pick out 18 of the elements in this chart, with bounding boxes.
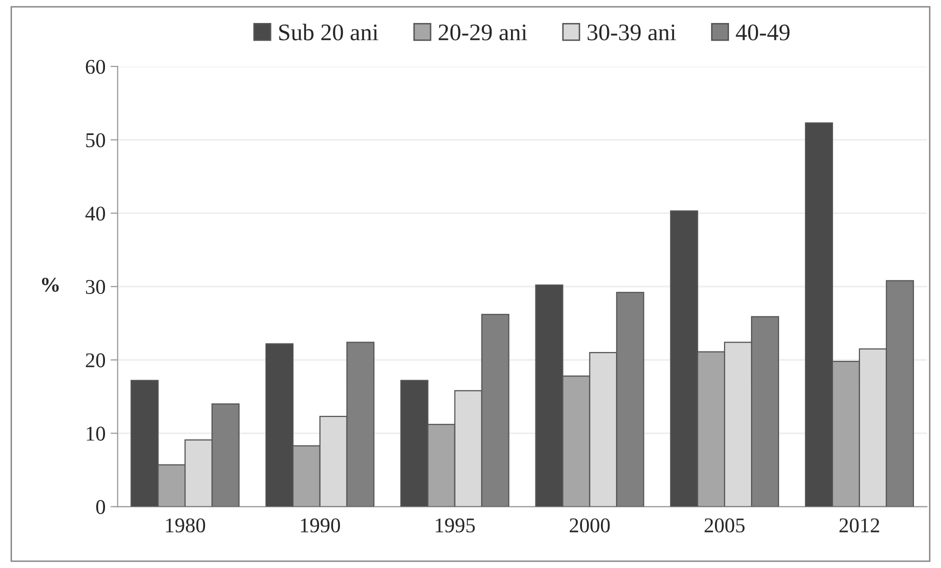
x-tick-label: 1990 <box>300 518 340 532</box>
y-tick-label: 0 <box>96 500 106 514</box>
legend-label: 40-49 <box>736 24 790 40</box>
y-tick-label: 50 <box>86 133 106 148</box>
x-tick-label: 2012 <box>840 518 880 532</box>
x-tick-label: 1980 <box>166 518 206 532</box>
y-axis-title: % <box>42 278 59 292</box>
x-tick-label: 2005 <box>704 518 745 532</box>
y-tick-label: 10 <box>86 426 106 441</box>
legend-label: 20-29 ani <box>438 24 528 40</box>
y-tick-label: 60 <box>86 60 106 74</box>
x-tick-label: 2000 <box>570 518 610 532</box>
legend-label: 30-39 ani <box>588 24 676 40</box>
legend-label: Sub 20 ani <box>279 24 378 40</box>
y-tick-label: 20 <box>86 353 106 368</box>
y-tick-label: 30 <box>86 280 106 294</box>
y-tick-label: 40 <box>85 206 106 221</box>
x-tick-label: 1995 <box>436 518 475 532</box>
